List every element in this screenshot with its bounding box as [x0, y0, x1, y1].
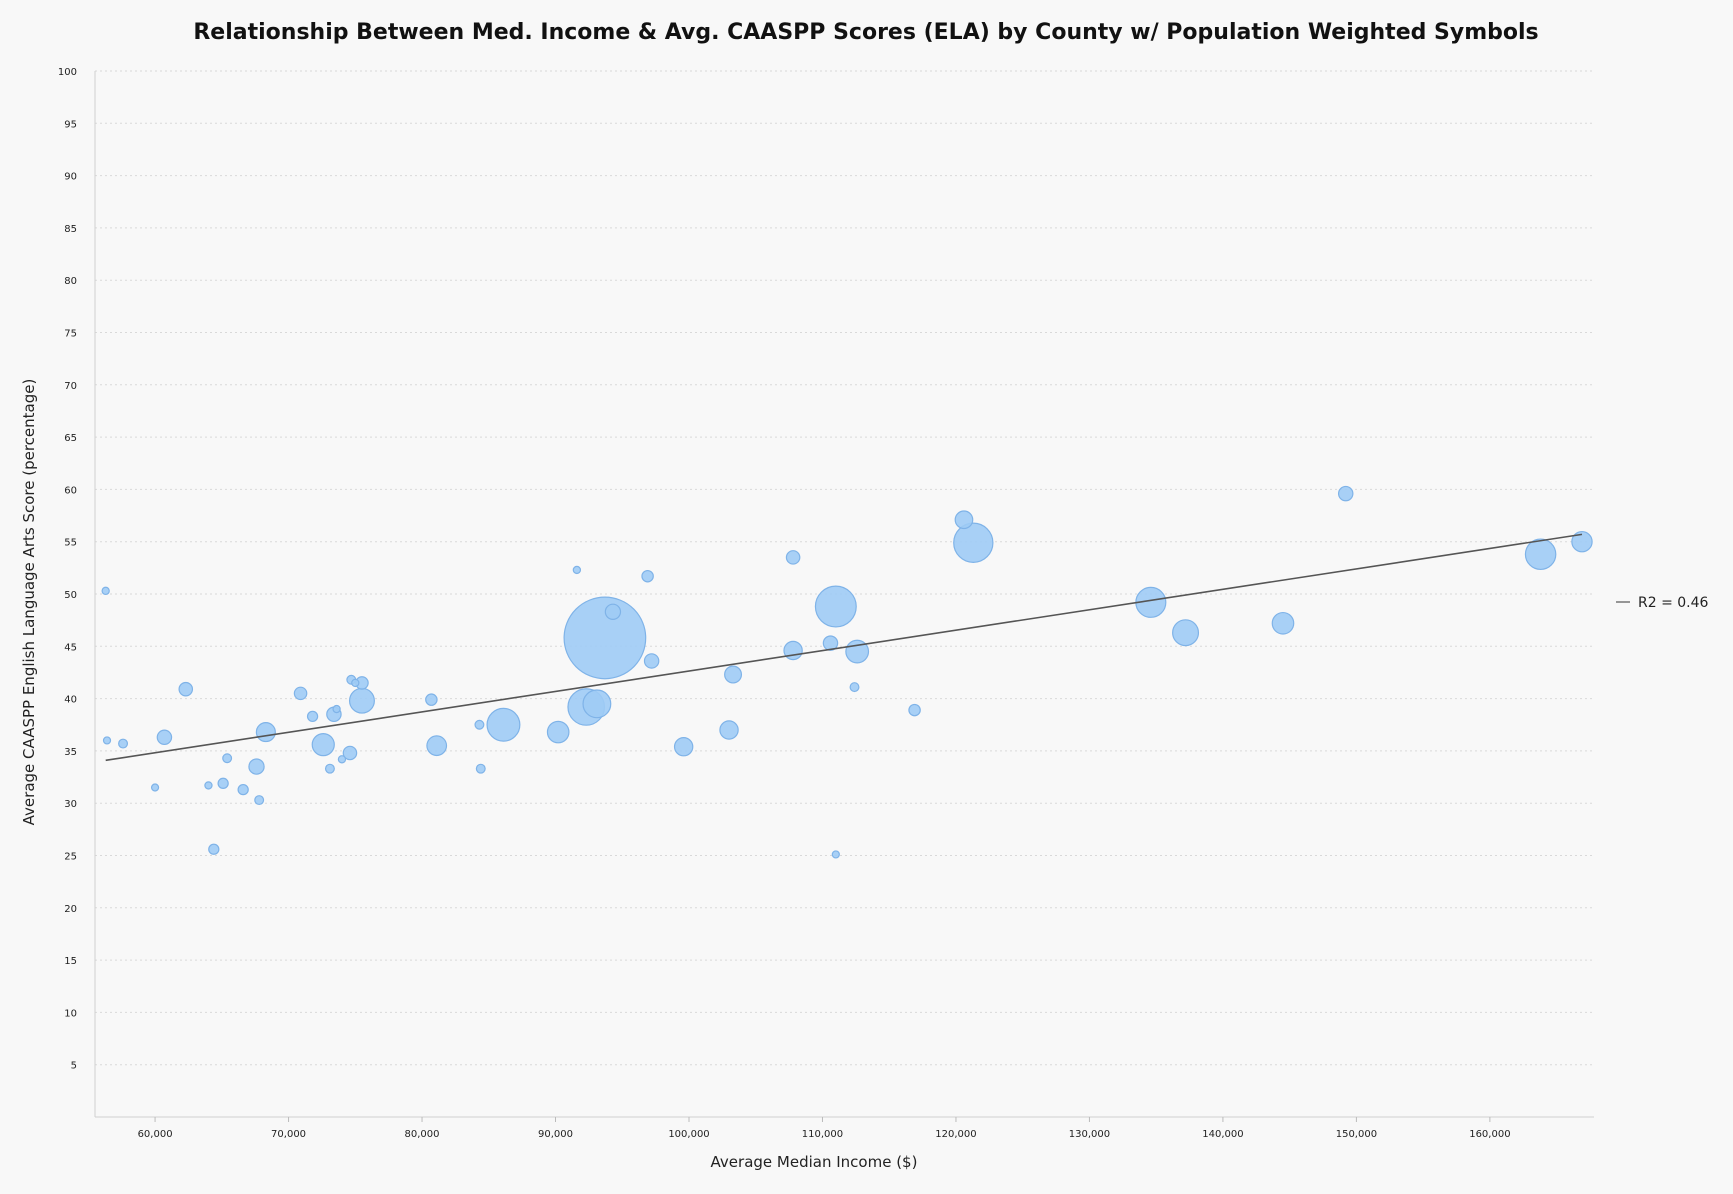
- y-tick-label-10: 10: [64, 1008, 77, 1019]
- data-point: [306, 710, 319, 723]
- data-point: [822, 635, 839, 651]
- data-point: [217, 777, 229, 789]
- data-point: [563, 596, 647, 680]
- data-point: [237, 783, 249, 796]
- trendline-group: [105, 533, 1583, 762]
- data-point: [118, 738, 129, 749]
- data-point: [178, 681, 194, 697]
- data-point: [673, 736, 694, 757]
- data-point: [204, 781, 213, 790]
- y-tick-label-95: 95: [64, 119, 77, 130]
- x-tick-label-130000: 130,000: [1069, 1129, 1110, 1140]
- y-tick-label-75: 75: [64, 329, 77, 340]
- data-point: [724, 665, 743, 684]
- data-point: [342, 745, 358, 761]
- data-point: [546, 720, 570, 744]
- x-tick-label-140000: 140,000: [1202, 1129, 1243, 1140]
- y-tick-label-55: 55: [64, 538, 77, 549]
- data-point: [150, 783, 160, 792]
- data-point: [337, 755, 347, 764]
- data-point: [953, 522, 994, 563]
- data-point: [156, 729, 173, 746]
- y-tick-label-30: 30: [64, 799, 77, 810]
- legend: R2 = 0.46: [1616, 595, 1709, 611]
- data-point: [908, 703, 921, 717]
- y-tick-label-15: 15: [64, 956, 77, 967]
- y-tick-label-85: 85: [64, 224, 77, 235]
- data-point: [1271, 611, 1295, 635]
- chart-title: Relationship Between Med. Income & Avg. …: [193, 20, 1538, 45]
- data-point: [572, 565, 582, 575]
- y-tick-label-65: 65: [64, 433, 77, 444]
- legend-label: R2 = 0.46: [1638, 595, 1709, 611]
- x-tick-label-100000: 100,000: [668, 1129, 709, 1140]
- y-tick-label-100: 100: [58, 67, 77, 78]
- y-tick-label-45: 45: [64, 642, 77, 653]
- data-point: [814, 585, 857, 628]
- y-tick-label-70: 70: [64, 381, 77, 392]
- data-point: [311, 732, 335, 757]
- data-point: [1571, 530, 1593, 553]
- data-point: [324, 763, 335, 774]
- data-point: [426, 735, 448, 757]
- data-point: [475, 763, 486, 774]
- x-tick-label-120000: 120,000: [935, 1129, 976, 1140]
- data-point: [208, 843, 220, 855]
- y-tick-label-25: 25: [64, 852, 77, 863]
- data-point: [332, 704, 341, 714]
- data-point: [831, 850, 840, 859]
- data-point: [643, 653, 660, 669]
- x-tick-label-150000: 150,000: [1336, 1129, 1377, 1140]
- data-point: [582, 689, 612, 719]
- y-tick-label-20: 20: [64, 904, 77, 915]
- y-tick-label-60: 60: [64, 485, 77, 496]
- data-point: [425, 693, 438, 706]
- y-tick-label-90: 90: [64, 172, 77, 183]
- data-point: [785, 550, 801, 565]
- y-tick-label-40: 40: [64, 695, 77, 706]
- x-tick-label-80000: 80,000: [405, 1129, 440, 1140]
- data-point: [849, 682, 860, 693]
- x-tick-label-160000: 160,000: [1469, 1129, 1510, 1140]
- data-point: [293, 686, 308, 701]
- y-tick-label-50: 50: [64, 590, 77, 601]
- data-point: [255, 722, 276, 743]
- data-point: [102, 736, 112, 745]
- data-point: [351, 678, 360, 688]
- data-point: [248, 758, 265, 775]
- x-tick-label-90000: 90,000: [538, 1129, 573, 1140]
- y-tick-label-80: 80: [64, 276, 77, 287]
- data-point: [474, 719, 485, 730]
- y-tick-label-35: 35: [64, 747, 77, 758]
- data-point: [604, 603, 622, 620]
- data-point: [486, 707, 521, 742]
- y-tick-label-5: 5: [71, 1061, 77, 1072]
- x-tick-label-70000: 70,000: [271, 1129, 306, 1140]
- data-point: [348, 687, 375, 714]
- x-axis-title: Average Median Income ($): [711, 1153, 918, 1171]
- data-point: [641, 569, 654, 583]
- x-tick-label-60000: 60,000: [138, 1129, 173, 1140]
- data-point: [1524, 538, 1557, 571]
- y-axis: 5 10 15 20 25 30 35 40 45 50 55 60 65 70 75 80 85 90 95 100: [58, 67, 96, 1117]
- data-point: [1172, 619, 1200, 647]
- data-point: [719, 720, 739, 740]
- data-point: [101, 586, 110, 596]
- x-axis: 60,000 70,000 80,000 90,000 100,000 110,000 12…: [95, 1116, 1594, 1140]
- data-point: [954, 510, 974, 530]
- data-points: [101, 485, 1593, 859]
- data-point: [254, 795, 265, 806]
- y-axis-title: Average CAASPP English Language Arts Sco…: [20, 379, 38, 826]
- trendline: [105, 533, 1583, 762]
- data-point: [222, 753, 233, 764]
- data-point: [1337, 485, 1354, 502]
- x-tick-label-110000: 110,000: [802, 1129, 843, 1140]
